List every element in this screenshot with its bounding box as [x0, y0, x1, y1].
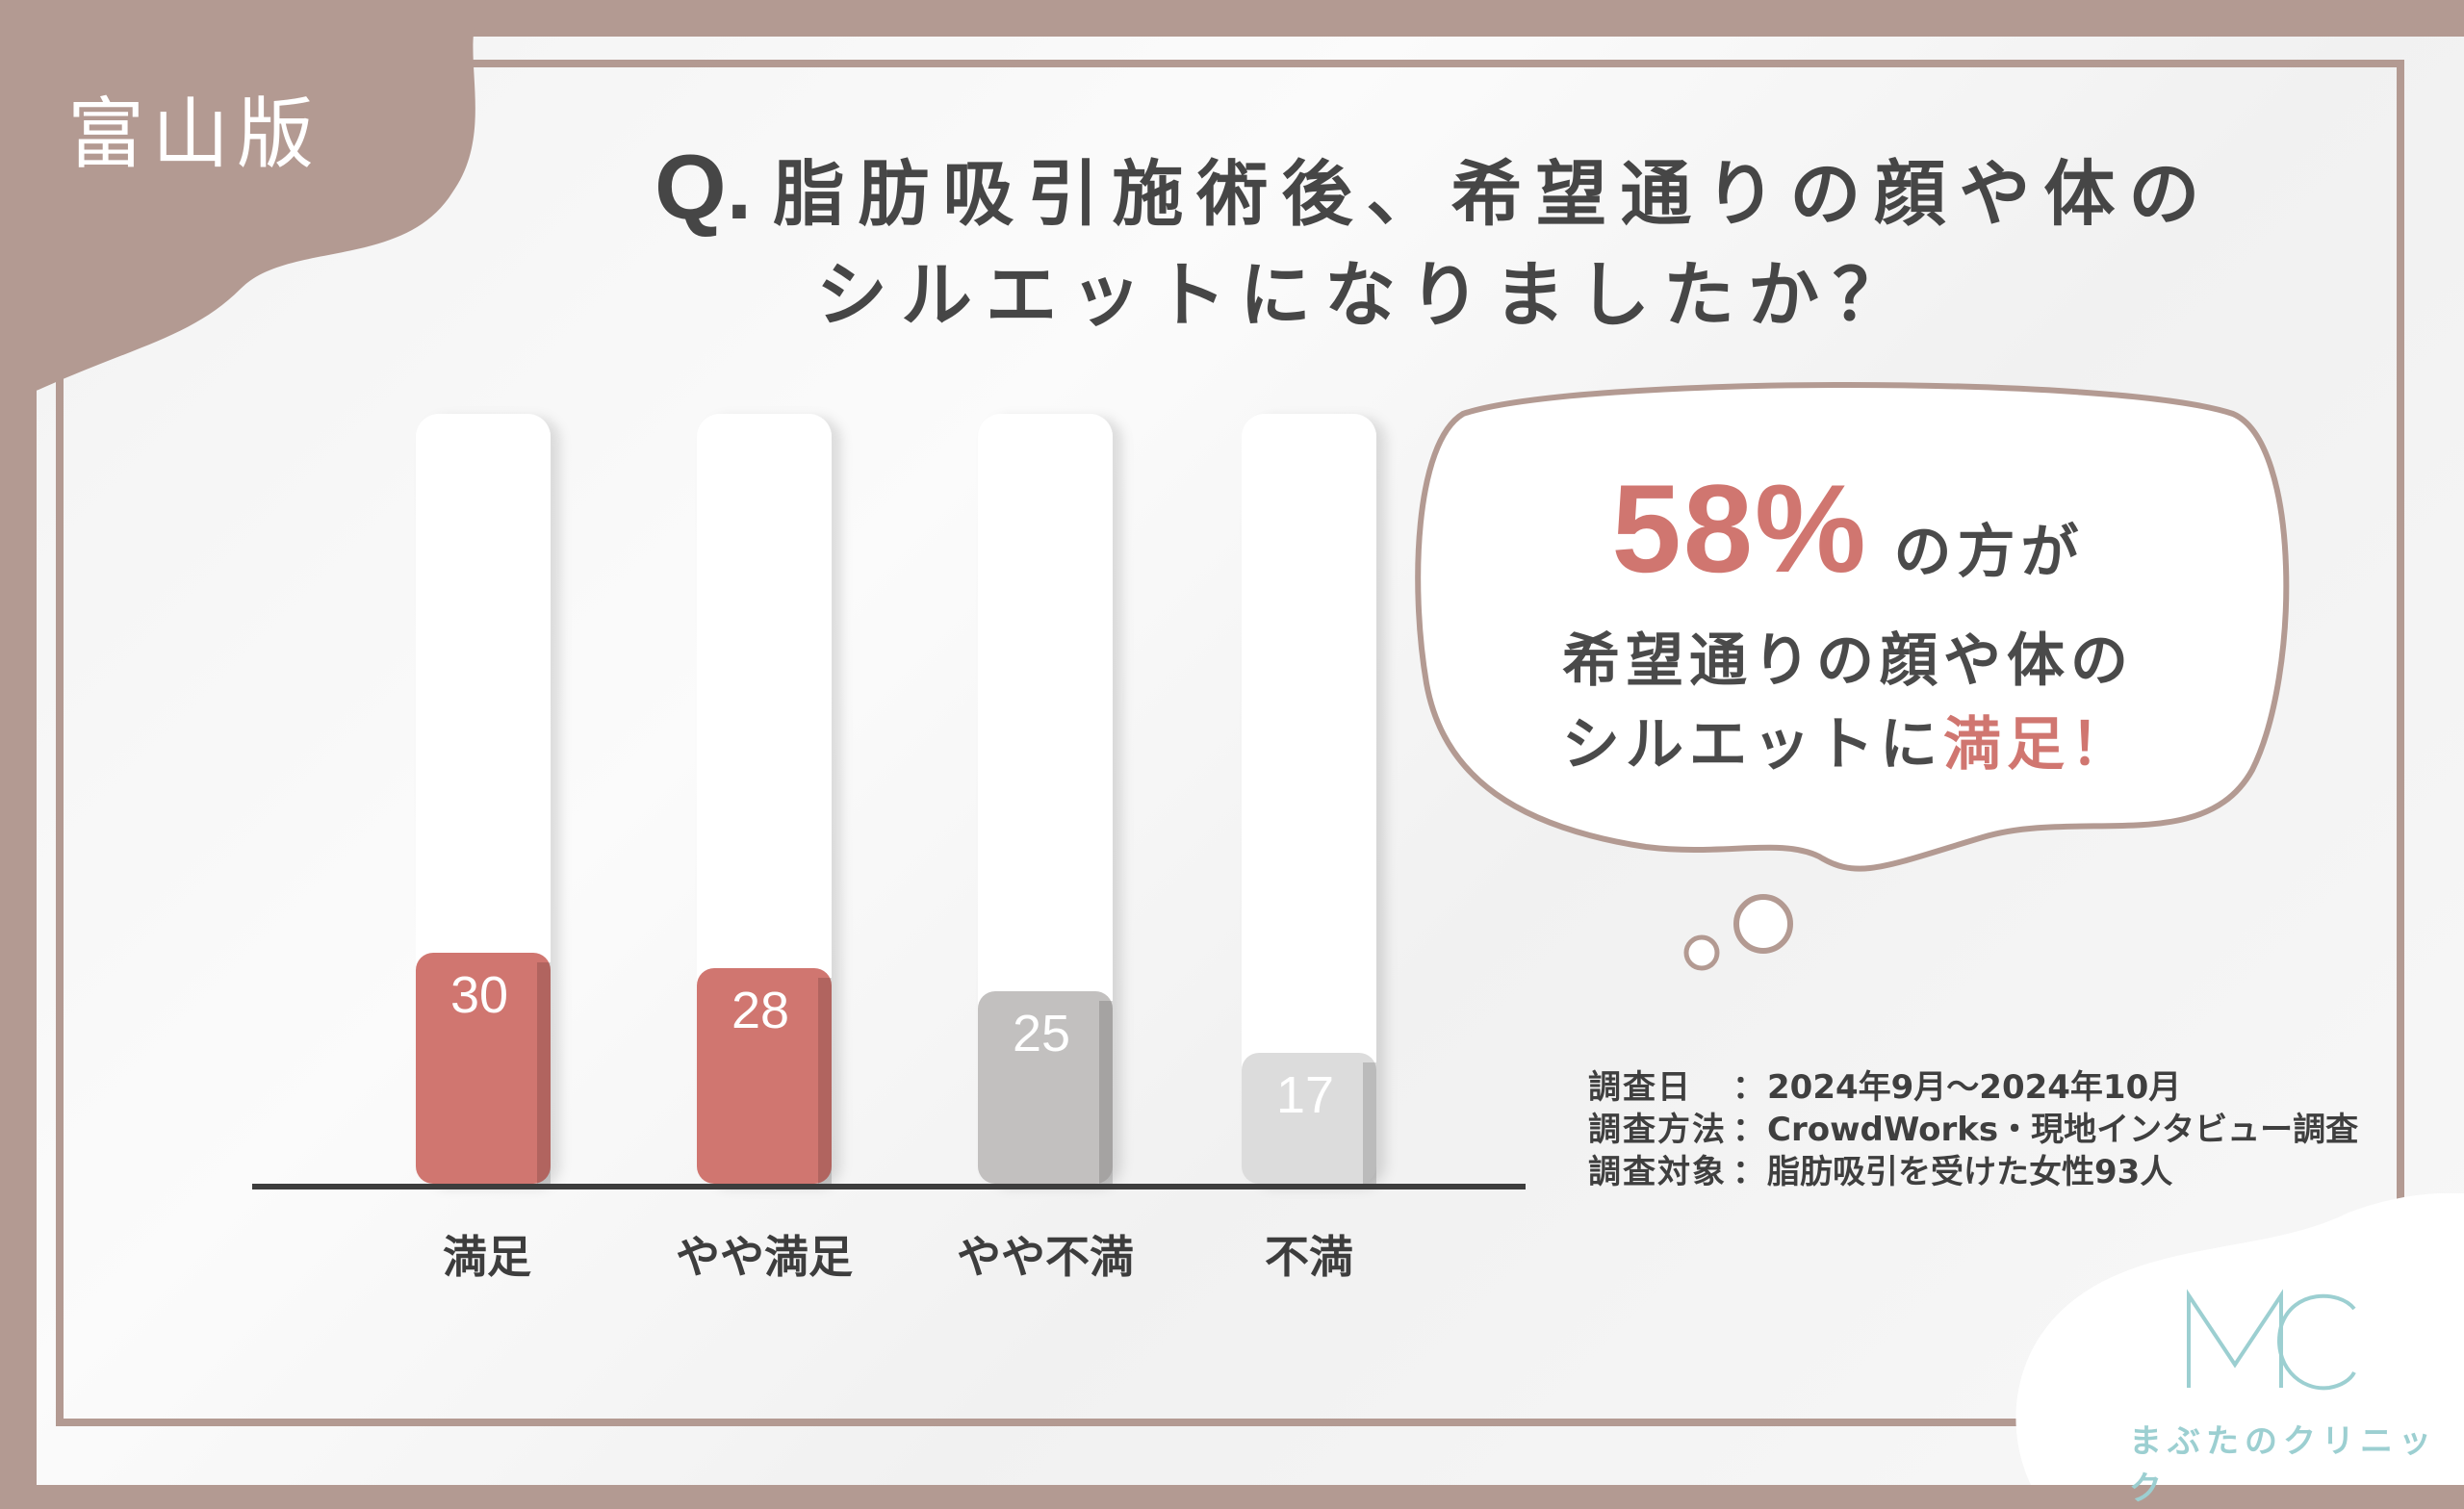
clinic-name: まぶたのクリニック — [2129, 1422, 2437, 1508]
survey-key: 調査対象 — [1588, 1153, 1727, 1192]
category-label: 満足 — [443, 1231, 531, 1283]
question-line-1: 脂肪吸引施術後、希望通りの顔や体の — [773, 153, 2214, 236]
callout-line-3: シルエットに — [1562, 710, 1943, 779]
callout-line-2: 希望通りの顔や体の — [1562, 627, 2134, 695]
survey-row-target: 調査対象：脂肪吸引を受けた女性93人 — [1588, 1151, 2358, 1193]
survey-key: 調査日 — [1588, 1068, 1692, 1107]
bar-2 — [697, 968, 832, 1184]
bar-value-label: 28 — [732, 982, 789, 1039]
frame-border — [56, 60, 2404, 1426]
logo-mark-icon — [2187, 1289, 2356, 1391]
bar-shade — [1099, 1001, 1113, 1184]
region-label: 富山版 — [67, 90, 321, 179]
bar-3 — [978, 991, 1113, 1184]
question-title: Q. 脂肪吸引施術後、希望通りの顔や体の シルエットになりましたか？ — [654, 127, 2213, 343]
category-label: 不満 — [1265, 1231, 1353, 1283]
survey-row-method: 調査方法： CrowdWorks・現地インタビュー調査 — [1588, 1109, 2358, 1151]
speech-bubble — [1415, 382, 2290, 971]
bar-shade — [818, 978, 832, 1184]
logo-backdrop — [2015, 1193, 2464, 1485]
bar-value-label: 17 — [1276, 1066, 1334, 1124]
bar-1 — [416, 953, 551, 1184]
category-label: やや満足 — [676, 1231, 853, 1283]
survey-value: 脂肪吸引を受けた女性93人 — [1767, 1153, 2173, 1192]
bar-4 — [1242, 1053, 1376, 1184]
category-label: やや不満 — [957, 1231, 1134, 1283]
satisfied-percent: 58% — [1611, 458, 1868, 599]
survey-value: CrowdWorks・現地インタビュー調査 — [1767, 1111, 2359, 1150]
question-mark: Q. — [654, 136, 753, 239]
callout-text: 58% の方が 希望通りの顔や体の シルエットに満足！ — [1415, 438, 2281, 787]
survey-value: 2024年9月〜2024年10月 — [1767, 1068, 2182, 1107]
callout-line-1: の方が — [1893, 519, 2085, 586]
corner-decoration — [0, 0, 486, 404]
survey-info: 調査日： 2024年9月〜2024年10月 調査方法： CrowdWorks・現地イ… — [1588, 1066, 2358, 1194]
bar-value-label: 25 — [1013, 1005, 1070, 1062]
question-line-2: シルエットになりましたか？ — [816, 253, 1917, 337]
survey-row-date: 調査日： 2024年9月〜2024年10月 — [1588, 1066, 2358, 1109]
survey-key: 調査方法 — [1588, 1111, 1727, 1150]
callout-accent: 満足！ — [1943, 710, 2134, 779]
bar-value-label: 30 — [450, 966, 508, 1024]
bar-track — [1242, 414, 1376, 1184]
bar-shade — [537, 962, 551, 1184]
bar-shade — [1363, 1062, 1376, 1184]
